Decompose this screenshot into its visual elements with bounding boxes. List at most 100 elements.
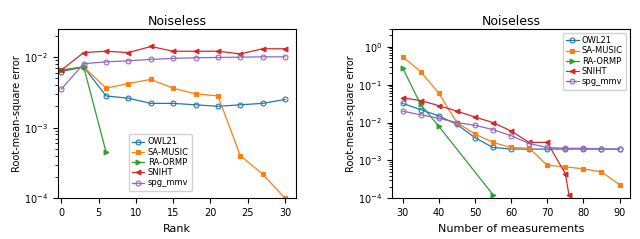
- Title: Noiseless: Noiseless: [147, 15, 207, 27]
- SA-MUSIC: [237, 154, 244, 157]
- spg_mmv: [147, 58, 155, 61]
- SNIHT: [399, 96, 406, 99]
- Line: RA-ORMP: RA-ORMP: [400, 65, 495, 197]
- SNIHT: [508, 130, 515, 132]
- SA-MUSIC: [214, 95, 222, 98]
- Y-axis label: Root-mean-square error: Root-mean-square error: [12, 55, 22, 172]
- SNIHT: [237, 53, 244, 55]
- OWL21: [170, 102, 177, 105]
- spg_mmv: [237, 56, 244, 59]
- SA-MUSIC: [435, 92, 443, 94]
- SA-MUSIC: [471, 133, 479, 136]
- Line: SNIHT: SNIHT: [400, 95, 572, 197]
- SNIHT: [489, 121, 497, 124]
- SNIHT: [565, 193, 573, 196]
- SNIHT: [281, 47, 289, 50]
- SA-MUSIC: [561, 165, 569, 168]
- RA-ORMP: [58, 69, 65, 71]
- OWL21: [561, 148, 569, 151]
- SNIHT: [435, 104, 443, 107]
- OWL21: [281, 98, 289, 101]
- SNIHT: [147, 45, 155, 48]
- OWL21: [417, 108, 424, 111]
- RA-ORMP: [489, 193, 497, 196]
- SNIHT: [192, 50, 200, 53]
- Title: Noiseless: Noiseless: [481, 15, 541, 27]
- RA-ORMP: [435, 125, 443, 128]
- OWL21: [435, 114, 443, 117]
- spg_mmv: [471, 124, 479, 127]
- spg_mmv: [259, 55, 266, 58]
- spg_mmv: [453, 121, 461, 124]
- SA-MUSIC: [417, 70, 424, 73]
- RA-ORMP: [417, 103, 424, 106]
- SA-MUSIC: [598, 170, 605, 173]
- spg_mmv: [80, 62, 88, 65]
- OWL21: [616, 148, 623, 151]
- OWL21: [508, 148, 515, 151]
- SNIHT: [417, 99, 424, 102]
- SA-MUSIC: [508, 146, 515, 149]
- Line: SNIHT: SNIHT: [59, 44, 287, 72]
- SA-MUSIC: [453, 121, 461, 124]
- spg_mmv: [399, 110, 406, 113]
- spg_mmv: [417, 113, 424, 116]
- OWL21: [598, 148, 605, 151]
- OWL21: [214, 105, 222, 108]
- SA-MUSIC: [147, 78, 155, 81]
- SA-MUSIC: [259, 173, 266, 176]
- RA-ORMP: [80, 65, 88, 68]
- OWL21: [58, 70, 65, 73]
- SNIHT: [471, 116, 479, 119]
- OWL21: [525, 148, 533, 151]
- Line: OWL21: OWL21: [400, 101, 622, 152]
- RA-ORMP: [399, 66, 406, 69]
- spg_mmv: [561, 147, 569, 150]
- OWL21: [471, 136, 479, 139]
- SA-MUSIC: [170, 87, 177, 90]
- SNIHT: [170, 50, 177, 53]
- SNIHT: [543, 141, 551, 144]
- OWL21: [580, 148, 588, 151]
- SA-MUSIC: [543, 164, 551, 167]
- X-axis label: Number of measurements: Number of measurements: [438, 224, 584, 234]
- OWL21: [399, 102, 406, 105]
- spg_mmv: [58, 88, 65, 91]
- SNIHT: [453, 110, 461, 113]
- spg_mmv: [580, 147, 588, 150]
- OWL21: [489, 146, 497, 149]
- OWL21: [237, 103, 244, 106]
- SA-MUSIC: [125, 82, 132, 85]
- SA-MUSIC: [102, 87, 110, 90]
- SA-MUSIC: [616, 183, 623, 186]
- Line: spg_mmv: spg_mmv: [59, 54, 287, 92]
- RA-ORMP: [102, 151, 110, 154]
- Line: OWL21: OWL21: [59, 65, 287, 109]
- OWL21: [102, 95, 110, 98]
- OWL21: [543, 148, 551, 151]
- OWL21: [192, 103, 200, 106]
- spg_mmv: [125, 59, 132, 62]
- SNIHT: [102, 50, 110, 53]
- spg_mmv: [598, 148, 605, 151]
- spg_mmv: [214, 56, 222, 59]
- OWL21: [453, 123, 461, 126]
- SA-MUSIC: [580, 168, 588, 170]
- SA-MUSIC: [399, 55, 406, 58]
- spg_mmv: [489, 128, 497, 131]
- spg_mmv: [435, 117, 443, 120]
- spg_mmv: [102, 60, 110, 63]
- SNIHT: [525, 141, 533, 144]
- spg_mmv: [192, 56, 200, 59]
- SA-MUSIC: [192, 92, 200, 95]
- SNIHT: [125, 51, 132, 54]
- SNIHT: [561, 172, 569, 175]
- SA-MUSIC: [525, 147, 533, 150]
- spg_mmv: [543, 146, 551, 149]
- SA-MUSIC: [489, 141, 497, 144]
- spg_mmv: [616, 148, 623, 151]
- SNIHT: [80, 51, 88, 54]
- OWL21: [259, 102, 266, 105]
- spg_mmv: [170, 57, 177, 60]
- OWL21: [80, 65, 88, 68]
